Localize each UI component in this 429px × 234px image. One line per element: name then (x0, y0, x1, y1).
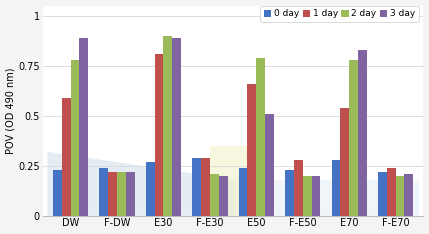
Bar (303, 176, 311, 216)
Bar (117, 172, 126, 216)
Bar (100, 168, 108, 216)
Bar (387, 168, 396, 216)
Bar (358, 50, 367, 216)
Polygon shape (233, 180, 419, 216)
Bar (62, 98, 71, 216)
Bar (311, 176, 320, 216)
Polygon shape (47, 152, 233, 216)
Bar (71, 60, 79, 216)
Bar (210, 174, 219, 216)
Bar (126, 172, 135, 216)
Polygon shape (210, 146, 256, 216)
Bar (378, 172, 387, 216)
Bar (163, 36, 172, 216)
Bar (256, 58, 265, 216)
Bar (340, 108, 349, 216)
Bar (294, 160, 303, 216)
Bar (192, 158, 201, 216)
Bar (239, 168, 248, 216)
Bar (349, 60, 358, 216)
Bar (396, 176, 405, 216)
Bar (146, 162, 154, 216)
Bar (285, 170, 294, 216)
Bar (265, 114, 274, 216)
Legend: 0 day, 1 day, 2 day, 3 day: 0 day, 1 day, 2 day, 3 day (260, 6, 419, 22)
Bar (53, 170, 62, 216)
Bar (332, 160, 340, 216)
Bar (172, 38, 181, 216)
Bar (248, 84, 256, 216)
Bar (108, 172, 117, 216)
Bar (79, 38, 88, 216)
Bar (154, 54, 163, 216)
Bar (405, 174, 413, 216)
Bar (201, 158, 210, 216)
Bar (219, 176, 227, 216)
Y-axis label: POV (OD 490 nm): POV (OD 490 nm) (6, 67, 15, 154)
